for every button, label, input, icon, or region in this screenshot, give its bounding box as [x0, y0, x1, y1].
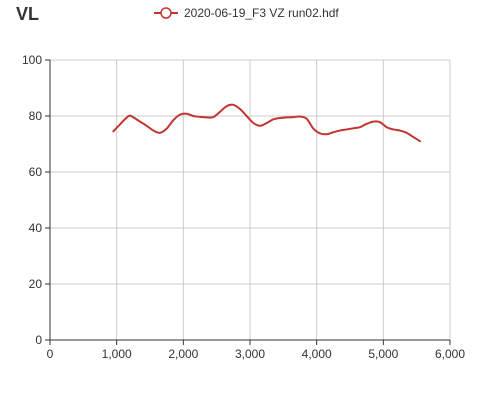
legend-circle-icon [160, 7, 172, 19]
x-tick-label: 5,000 [368, 347, 398, 361]
y-tick-label: 0 [35, 333, 42, 347]
grid [50, 59, 451, 340]
x-tick-label: 4,000 [302, 347, 332, 361]
x-tick-label: 0 [47, 347, 54, 361]
y-tick-label: 20 [29, 277, 43, 291]
series-layer [112, 103, 421, 143]
legend-label: 2020-06-19_F3 VZ run02.hdf [184, 6, 339, 20]
series-line [112, 103, 421, 143]
x-tick-label: 3,000 [235, 347, 265, 361]
legend[interactable]: 2020-06-19_F3 VZ run02.hdf [154, 6, 339, 20]
y-tick-label: 40 [29, 221, 43, 235]
x-tick-label: 6,000 [435, 347, 465, 361]
y-tick-label: 80 [29, 109, 43, 123]
y-tick-label: 100 [22, 53, 42, 67]
x-tick-label: 1,000 [102, 347, 132, 361]
axes: 0 1,000 2,000 3,000 4,000 5,000 6,000 0 20 40 60 80… [22, 53, 465, 361]
y-tick-label: 60 [29, 165, 43, 179]
x-tick-label: 2,000 [168, 347, 198, 361]
chart-title: VL [16, 4, 39, 24]
